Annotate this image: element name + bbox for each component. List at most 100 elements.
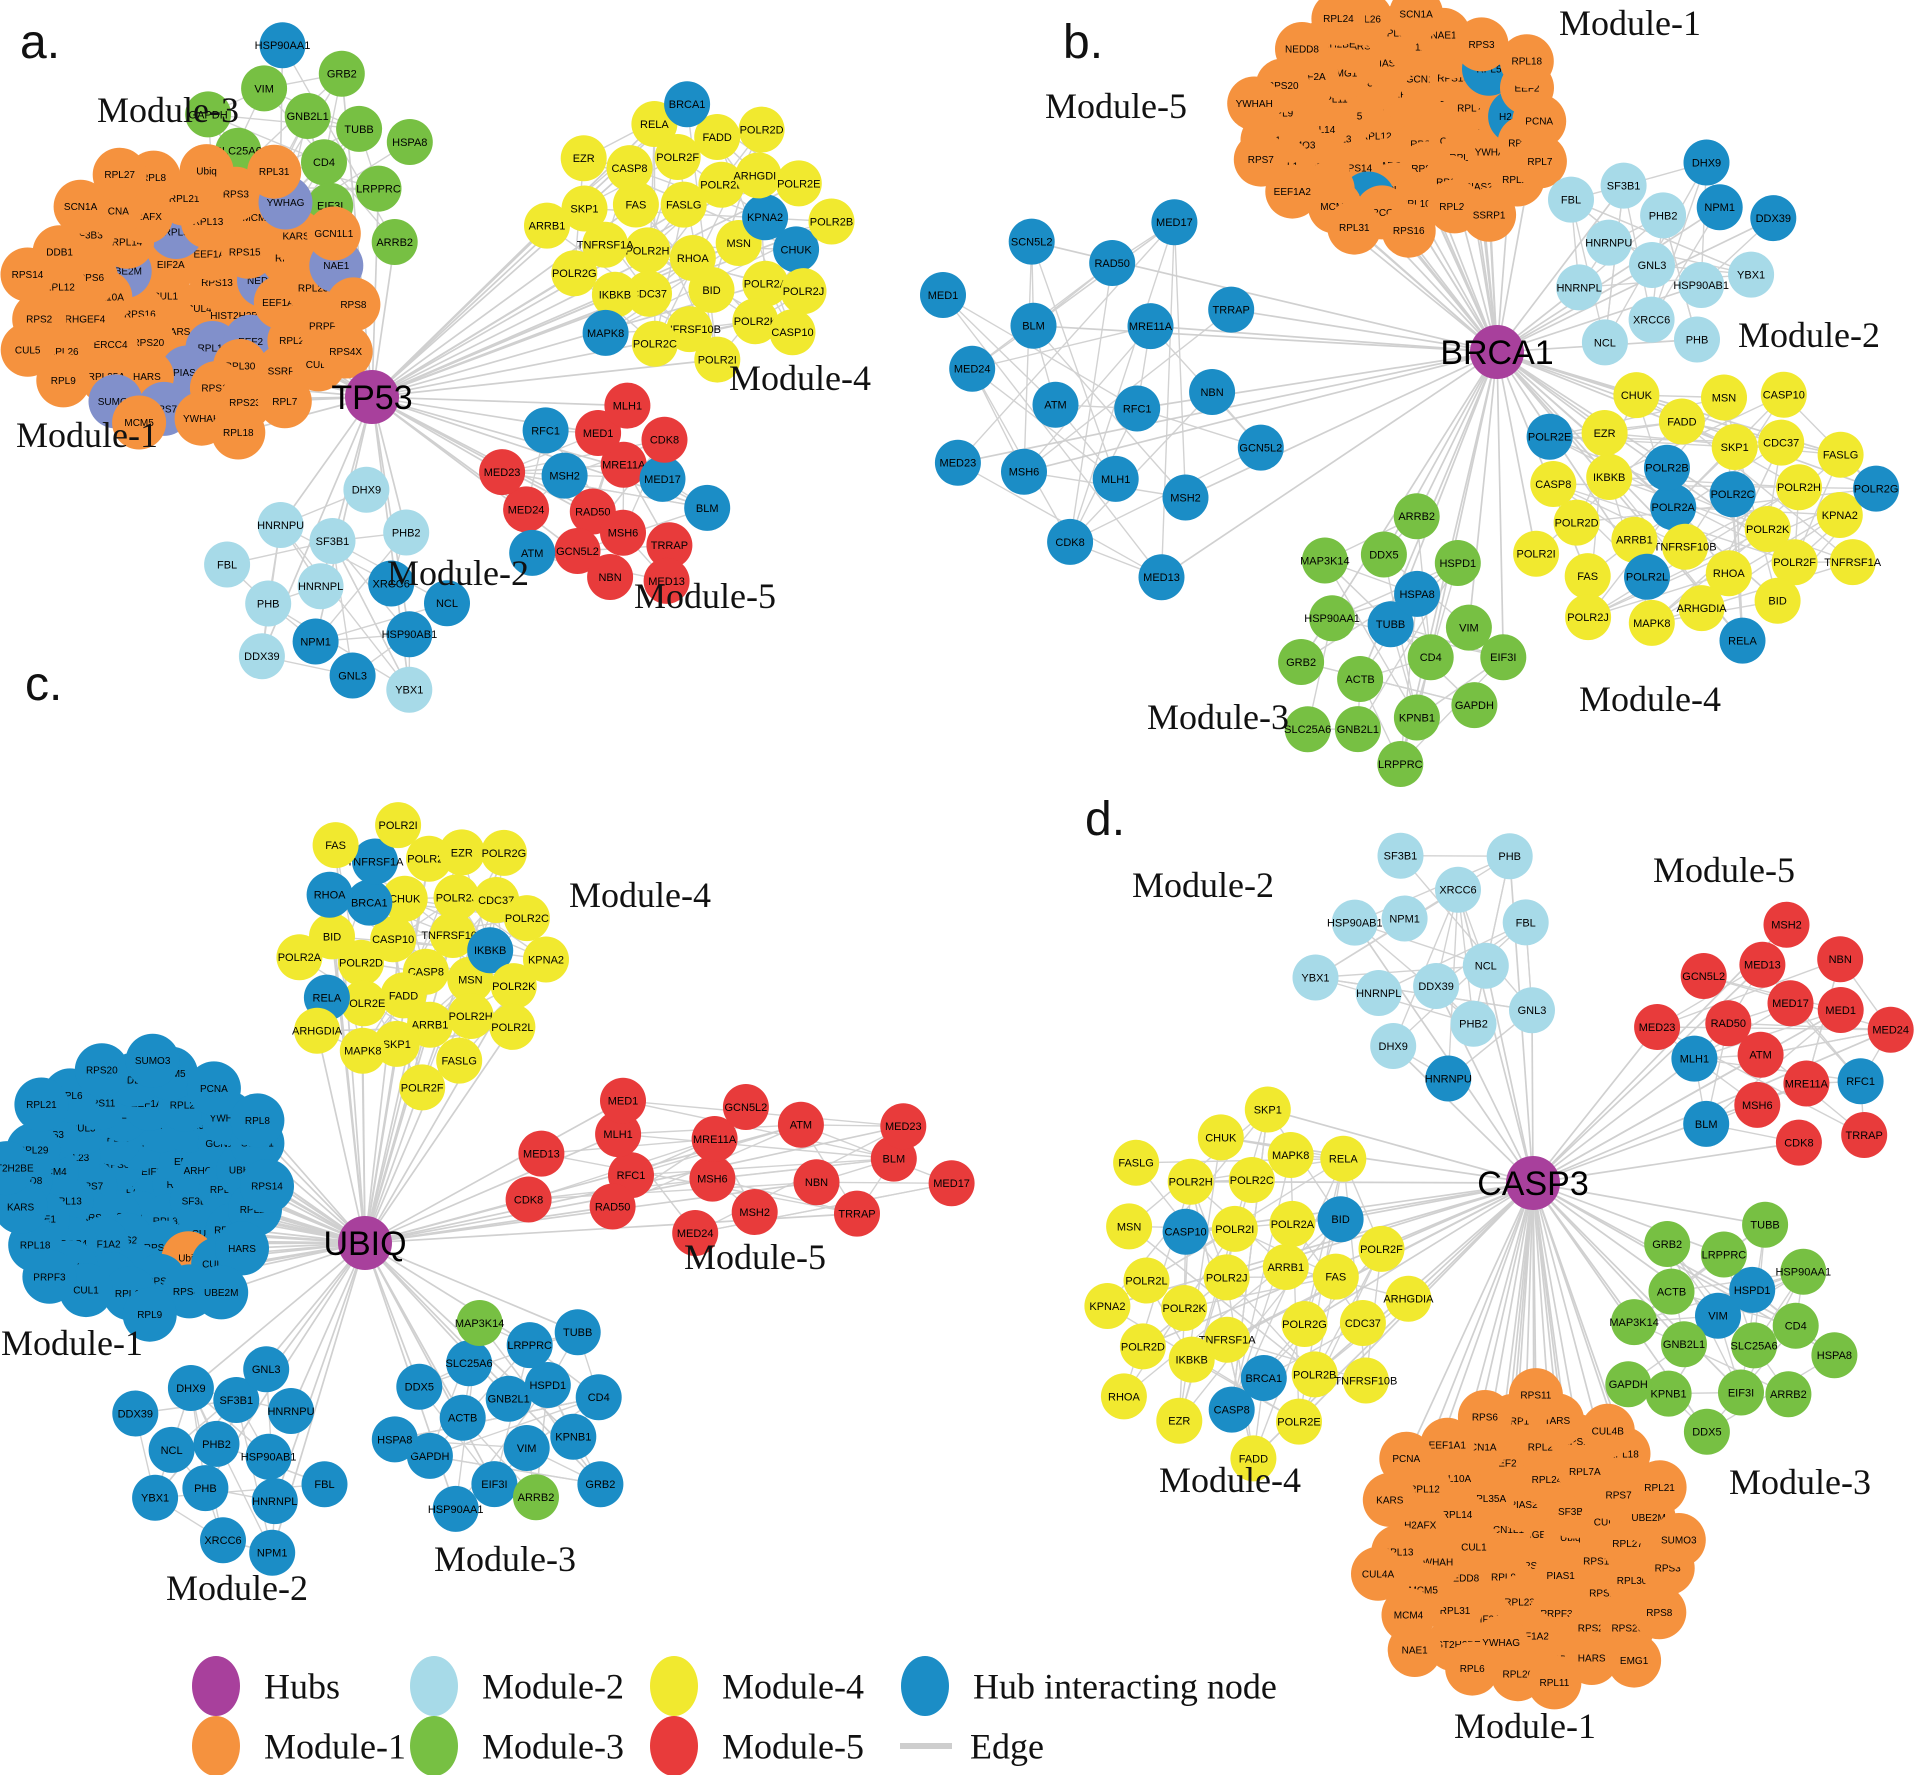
gene-node — [1462, 187, 1517, 242]
gene-node — [1763, 901, 1810, 948]
gene-label: KPNA2 — [1089, 1301, 1125, 1313]
gene-label: CHUK — [781, 244, 813, 256]
module-label: Module-3 — [1147, 697, 1289, 737]
gene-label: GRB2 — [585, 1479, 615, 1491]
gene-label: MED13 — [648, 576, 685, 588]
gene-label: DHX9 — [176, 1383, 205, 1395]
gene-node — [1556, 264, 1603, 311]
gene-node — [1387, 1623, 1442, 1677]
gene-label: GNL3 — [252, 1364, 281, 1376]
gene-label: RPL29 — [1528, 1443, 1559, 1454]
gene-node — [1841, 1112, 1888, 1158]
gene-node — [1480, 634, 1527, 681]
gene-node — [1244, 1086, 1291, 1133]
gene-label: GAPDH — [410, 1451, 449, 1463]
gene-label: HSP90AB1 — [382, 629, 438, 641]
gene-label: CDK8 — [650, 435, 679, 447]
gene-node — [438, 829, 485, 876]
gene-node — [1084, 1283, 1131, 1329]
gene-node — [268, 1388, 314, 1434]
panel-c: CASP8 CASP10 TNFRSF10B FADD CHUK MSN POLR2D POL… — [0, 658, 975, 1608]
gene-node — [1512, 134, 1567, 189]
gene-label: TARS — [1544, 1416, 1570, 1427]
legend-label: Module-4 — [722, 1667, 864, 1707]
hub-label: BRCA1 — [1440, 334, 1553, 372]
gene-label: KPNB1 — [1651, 1388, 1687, 1400]
gene-node — [641, 416, 688, 463]
gene-label: UBE2M — [1631, 1513, 1665, 1524]
gene-node — [0, 322, 55, 377]
gene-node — [1628, 296, 1675, 343]
gene-label: RPL10A — [1400, 199, 1438, 210]
gene-node — [1658, 398, 1705, 445]
gene-label: RPL26 — [48, 347, 79, 358]
gene-label: RPS4X — [173, 1287, 206, 1298]
gene-node — [247, 144, 302, 199]
gene-node — [132, 1474, 179, 1521]
gene-node — [524, 1362, 571, 1408]
gene-node — [591, 271, 638, 318]
gene-label: YBX1 — [1301, 972, 1329, 984]
gene-label: CUL1 — [153, 292, 179, 303]
gene-label: RPL21 — [1644, 1483, 1675, 1494]
gene-label: RPS3 — [1655, 1564, 1682, 1575]
legend-swatch-hub — [192, 1656, 240, 1716]
gene-node — [1695, 1292, 1741, 1339]
gene-node — [211, 405, 266, 460]
gene-label: RPS11 — [1520, 1391, 1551, 1402]
gene-label: HSPD1 — [529, 1380, 566, 1392]
gene-node — [1739, 941, 1786, 988]
module-label: Module-1 — [1454, 1706, 1596, 1746]
gene-node — [213, 1377, 260, 1423]
gene-label: MCM5 — [1408, 1585, 1438, 1596]
gene-node — [550, 1413, 597, 1460]
gene-label: POLR2B — [1645, 463, 1688, 475]
gene-label: SLC25A6 — [1731, 1340, 1778, 1352]
gene-node — [1278, 639, 1325, 685]
gene-node — [0, 1141, 34, 1196]
gene-label: FADD — [703, 132, 732, 144]
gene-label: LRPPRC — [1378, 759, 1423, 771]
gene-node — [1445, 604, 1492, 651]
gene-node — [245, 580, 292, 627]
gene-label: RPL14 — [112, 237, 143, 248]
gene-label: NBN — [805, 1177, 828, 1189]
gene-node — [1629, 242, 1675, 288]
gene-label: HSPA8 — [377, 1434, 412, 1446]
gene-node — [1611, 516, 1658, 563]
gene-label: POLR2D — [339, 958, 383, 970]
gene-node — [1362, 1472, 1417, 1527]
module-label: Module-3 — [1729, 1462, 1871, 1502]
gene-label: MAPK8 — [1633, 618, 1670, 630]
gene-node — [1208, 1386, 1255, 1433]
gene-label: RELA — [313, 992, 342, 1004]
gene-node — [626, 270, 672, 317]
gene-node — [732, 298, 779, 345]
gene-node — [775, 160, 822, 207]
gene-node — [1370, 1023, 1417, 1069]
gene-node — [1811, 1332, 1858, 1379]
gene-label: GNL3 — [338, 670, 367, 682]
gene-node — [1355, 970, 1402, 1016]
gene-node — [292, 618, 339, 665]
gene-label: KARS — [282, 231, 310, 242]
gene-label: UBE2I — [229, 1166, 258, 1177]
gene-node — [439, 1394, 486, 1441]
gene-label: XRCC6 — [204, 1535, 241, 1547]
gene-label: ARRB2 — [1770, 1389, 1807, 1401]
gene-label: RPS15A — [144, 1243, 183, 1254]
hub-edges — [1107, 856, 1892, 1669]
gene-label: RPS8 — [340, 300, 367, 311]
gene-label: EZR — [451, 847, 473, 859]
gene-node — [1737, 1031, 1784, 1078]
gene-label: CASP10 — [372, 934, 414, 946]
gene-label: MED13 — [523, 1148, 560, 1160]
gene-label: EEF1A1 — [131, 1099, 169, 1110]
gene-node — [1624, 553, 1670, 600]
gene-label: EEF1A2 — [1274, 187, 1312, 198]
gene-label: PIAS1 — [1547, 1571, 1576, 1582]
gene-label: HARS — [133, 372, 161, 383]
gene-label: RPL29 — [279, 336, 310, 347]
gene-node — [370, 916, 417, 963]
gene-label: LRPPRC — [1702, 1249, 1747, 1261]
